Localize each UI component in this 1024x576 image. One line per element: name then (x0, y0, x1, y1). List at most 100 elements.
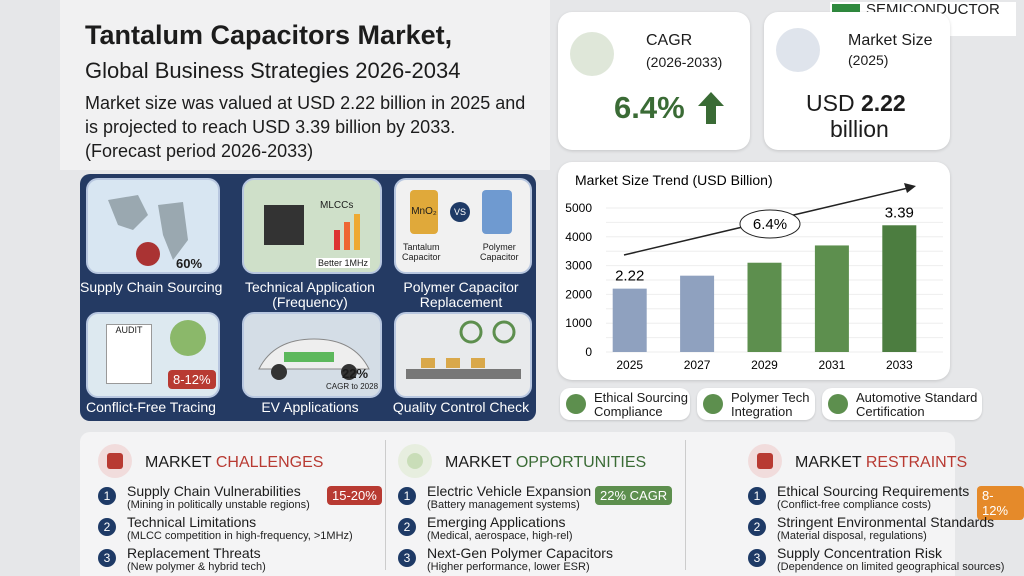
board-art (264, 205, 360, 250)
x-tick-label: 2031 (819, 358, 846, 372)
item-title: Electric Vehicle Expansion (427, 483, 592, 499)
item-title: Ethical Sourcing Requirements (777, 483, 970, 499)
item-detail: (Mining in politically unstable regions) (127, 499, 310, 511)
tag-line: Polymer (482, 242, 516, 252)
tag-line: Capacitor (402, 252, 441, 262)
item-number: 2 (398, 518, 416, 536)
item-detail: (New polymer & hybrid tech) (127, 561, 266, 573)
badge: Polymer Tech Integration (697, 388, 815, 420)
panel-tag: AUDIT (106, 324, 152, 384)
annotation: 2.22 (615, 268, 644, 285)
item-number: 1 (98, 487, 116, 505)
y-tick-label: 0 (585, 345, 592, 359)
item-detail: (Higher performance, lower ESR) (427, 561, 590, 573)
kpi-title: CAGR (646, 32, 693, 49)
badge-line: Polymer Tech (731, 390, 810, 405)
kpi-period: (2026-2033) (646, 54, 723, 70)
title-part: OPPORTUNITIES (515, 454, 647, 471)
item-detail: (Battery management systems) (427, 499, 580, 511)
subtitle: Global Business Strategies 2026-2034 (85, 58, 461, 83)
bar (882, 225, 917, 352)
panel-image: MnO₂ VS Tantalum Capacitor Polymer Capacit… (394, 178, 532, 274)
badge-line: Certification (856, 404, 925, 419)
divider (685, 440, 686, 570)
panel-tag: VS (450, 202, 470, 222)
section-title: MARKET RESTRAINTS (795, 454, 967, 472)
label-line: Replacement (419, 294, 503, 310)
panel-image: 22% CAGR to 2028 (242, 312, 382, 398)
capacitor-art (482, 190, 512, 234)
title: Tantalum Capacitors Market, (85, 20, 453, 50)
panel-tag: Better 1MHz (316, 258, 371, 268)
tag-line: Capacitor (480, 252, 519, 262)
item-detail: (Conflict-free compliance costs) (777, 499, 932, 511)
item-badge: 8-12% (977, 486, 1024, 520)
panel-image: 60% (86, 178, 220, 274)
section-icon-mark (757, 453, 773, 469)
x-tick-label: 2025 (616, 358, 643, 372)
label-line: Supply Chain Sourcing (80, 279, 223, 295)
trend-bubble (739, 209, 801, 239)
annotation: 3.39 (885, 204, 914, 221)
badge-text: Automotive Standard Certification (856, 391, 977, 419)
chart-title: Market Size Trend (USD Billion) (575, 172, 773, 188)
up-arrow (698, 92, 724, 124)
panel-tag: MnO₂ (410, 190, 438, 234)
x-tick-label: 2033 (886, 358, 913, 372)
car-art (258, 338, 370, 380)
item-title: Technical Limitations (127, 514, 257, 530)
badge: Ethical Sourcing Compliance (560, 388, 690, 420)
title-part: CHALLENGES (215, 454, 324, 471)
cagr-card: CAGR (2026-2033) 6.4% (558, 12, 750, 150)
check-icon (703, 394, 723, 414)
bar (814, 245, 849, 352)
trend-label: 6.4% (753, 216, 787, 233)
panel-label: Quality Control Check (388, 400, 534, 415)
panel-label: Conflict-Free Tracing (80, 400, 222, 415)
panel-image: AUDIT 8-12% (86, 312, 220, 398)
y-tick-label: 1000 (565, 316, 592, 330)
title-part: MARKET (795, 454, 866, 471)
badge-text: Polymer Tech Integration (731, 391, 810, 419)
item-detail: (MLCC competition in high-frequency, >1M… (127, 530, 353, 542)
desc-line: is projected to reach USD 3.39 billion b… (85, 117, 456, 137)
header-bg (60, 0, 550, 170)
section-icon-mark (407, 453, 423, 469)
badge-line: Ethical Sourcing (594, 390, 688, 405)
illustration-panel: 60% Supply Chain Sourcing MLCCs Better 1… (80, 174, 536, 421)
panel-tag: Polymer Capacitor (480, 242, 519, 262)
kpi-icon (776, 28, 820, 72)
section-title: MARKET OPPORTUNITIES (445, 454, 646, 472)
label-line: Conflict-Free Tracing (86, 399, 216, 415)
x-tick-label: 2027 (684, 358, 711, 372)
kpi-value: USD 2.22 (806, 90, 906, 117)
description: Market size was valued at USD 2.22 billi… (85, 91, 525, 163)
panel-image (394, 312, 532, 398)
kpi-unit: billion (830, 116, 889, 142)
divider (385, 440, 386, 570)
bar (747, 262, 782, 352)
item-badge: 15-20% (327, 486, 382, 505)
item-number: 1 (748, 487, 766, 505)
kpi-value: 6.4% (614, 90, 685, 125)
panel-tag: CAGR to 2028 (326, 382, 379, 391)
badge-text: Ethical Sourcing Compliance (594, 391, 688, 419)
item-detail: (Material disposal, regulations) (777, 530, 927, 542)
badge-line: Integration (731, 404, 793, 419)
label-line: Quality Control Check (392, 399, 530, 415)
label-line: Polymer Capacitor (403, 279, 519, 295)
bar (612, 288, 647, 352)
trend-arrowhead (904, 183, 916, 193)
label-line: (Frequency) (272, 294, 348, 310)
item-number: 3 (398, 549, 416, 567)
item-title: Emerging Applications (427, 514, 566, 530)
x-tick-label: 2029 (751, 358, 778, 372)
kpi-title: Market Size (848, 32, 933, 49)
item-number: 3 (98, 549, 116, 567)
panel-tag: MLCCs (320, 200, 354, 211)
title-part: MARKET (145, 454, 216, 471)
kpi-number: 2.22 (860, 90, 906, 116)
badge-line: Compliance (594, 404, 663, 419)
title-part: RESTRAINTS (865, 454, 968, 471)
badge: Automotive Standard Certification (822, 388, 982, 420)
